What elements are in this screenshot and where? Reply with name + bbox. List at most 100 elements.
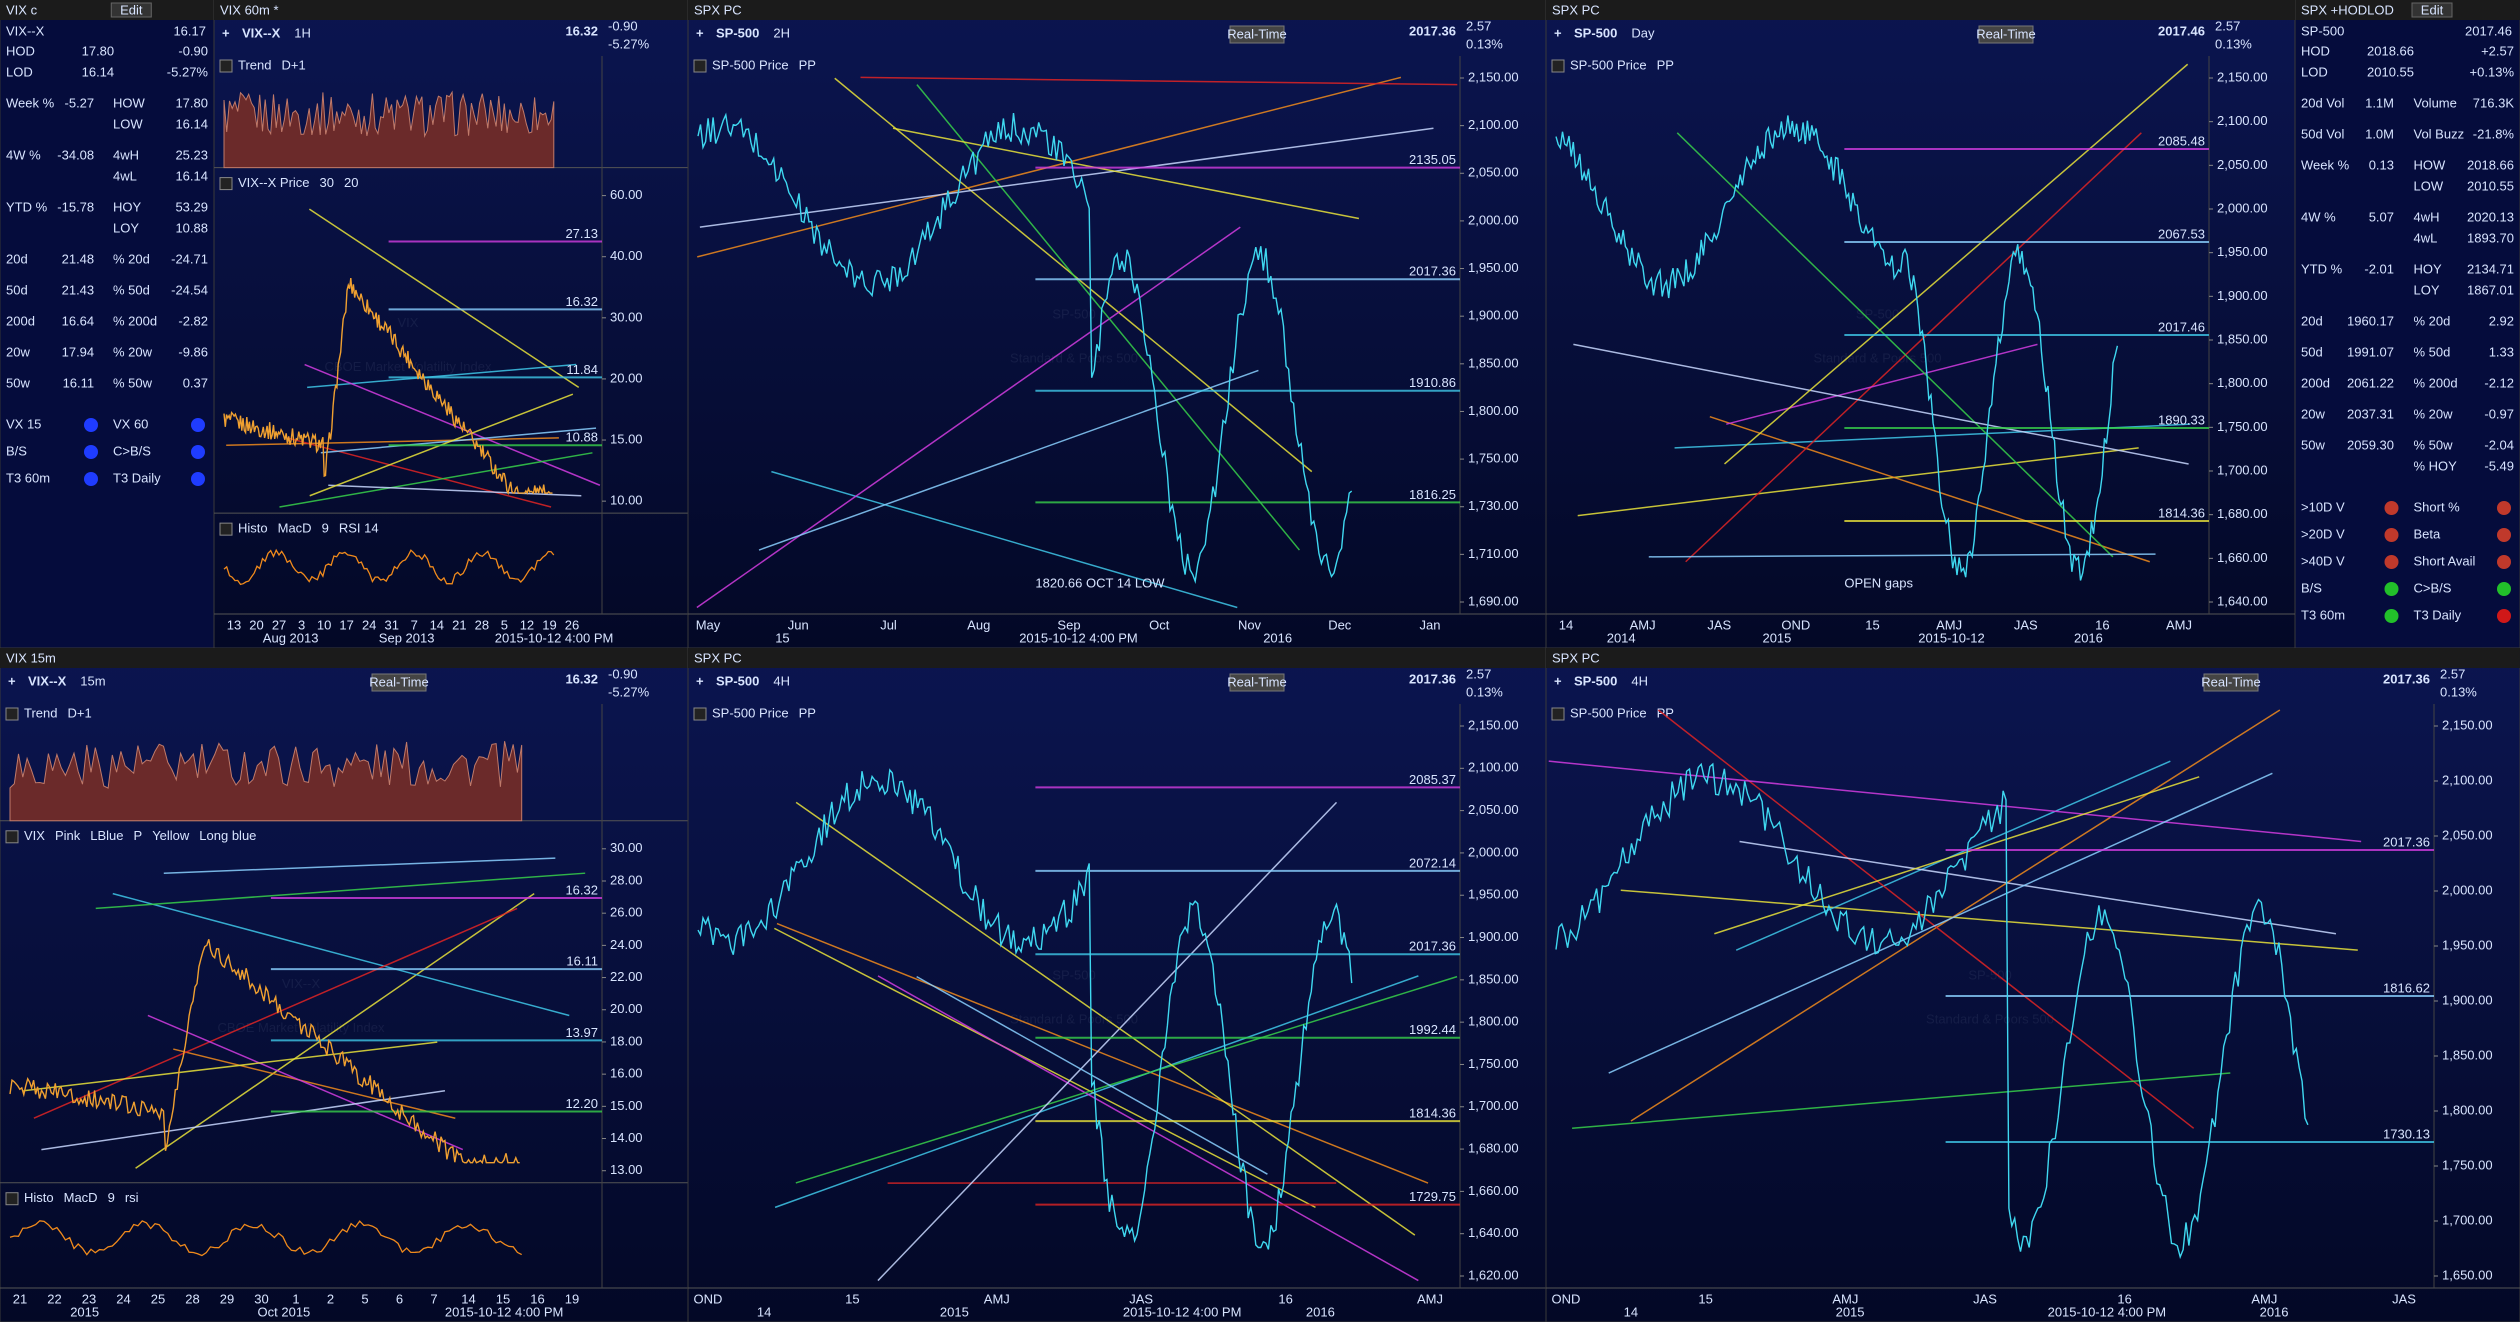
indicator-label: >10D V: [2301, 499, 2345, 514]
pane-button[interactable]: [219, 177, 233, 191]
row-value: 2059.30: [2347, 437, 2394, 452]
price-axis-label: 1,900.00: [1468, 308, 1519, 323]
time-axis-label: JAS: [1129, 1291, 1153, 1306]
interval[interactable]: 2H: [773, 25, 790, 40]
interval[interactable]: 15m: [80, 673, 105, 688]
price: 2017.36: [1409, 671, 1456, 686]
row-value: -2.82: [178, 313, 208, 328]
pane-button[interactable]: [5, 830, 19, 844]
time-axis-note: Sep 2013: [379, 630, 435, 645]
price-trace: [1555, 115, 2119, 581]
price-axis-label: 2,100.00: [2217, 113, 2268, 128]
symbol: VIX--X: [28, 673, 67, 688]
edit-label[interactable]: Edit: [2421, 2, 2444, 17]
time-axis-label: 21: [452, 617, 466, 632]
study-label: rsi: [125, 1190, 139, 1205]
time-axis-label: 13: [227, 617, 241, 632]
edit-label[interactable]: Edit: [120, 2, 143, 17]
price: 16.32: [565, 671, 598, 686]
level-label: 1730.13: [2383, 1126, 2430, 1141]
row-label: HOY: [113, 199, 142, 214]
interval[interactable]: 4H: [773, 673, 790, 688]
row-label: 50d: [6, 282, 28, 297]
study-label: 30: [320, 175, 334, 190]
study-label: D+1: [281, 57, 305, 72]
price-axis-label: 1,850.00: [1468, 971, 1519, 986]
price: 16.32: [565, 23, 598, 38]
time-axis-label: 17: [339, 617, 353, 632]
study-label: P: [134, 828, 143, 843]
row-value: 17.80: [175, 95, 208, 110]
row-label: 20d: [2301, 313, 2323, 328]
realtime-button[interactable]: [1229, 673, 1285, 692]
time-axis-label: 10: [317, 617, 331, 632]
interval[interactable]: 1H: [294, 25, 311, 40]
time-axis-label: 6: [396, 1291, 403, 1306]
study-label: LBlue: [90, 828, 123, 843]
row-label: 50w: [6, 375, 30, 390]
price-axis-label: 1,950.00: [2217, 244, 2268, 259]
window-title: SPX PC: [694, 2, 742, 17]
watchlist: SPX +HODLOD Edit SP-500 2017.46 HOD 2018.66 +2…: [2294, 0, 2520, 649]
annotation: OPEN gaps: [1844, 575, 1913, 590]
change: 2.57: [2215, 18, 2240, 33]
row-value: 16.11: [63, 375, 95, 390]
add-symbol: +: [696, 673, 704, 688]
pane-button[interactable]: [693, 59, 707, 73]
row-label: LOY: [2414, 282, 2440, 297]
trend-line: [173, 1048, 456, 1119]
realtime-label[interactable]: Real-Time: [2201, 674, 2260, 689]
row-value: 1.0M: [2365, 126, 2394, 141]
pane-button[interactable]: [5, 707, 19, 721]
realtime-button[interactable]: [1978, 25, 2034, 44]
price-trace: [1555, 762, 2309, 1260]
price-axis-label: 20.00: [610, 370, 643, 385]
interval[interactable]: Day: [1631, 25, 1655, 40]
time-axis-label: 7: [430, 1291, 437, 1306]
indicator-dot: [2497, 501, 2511, 515]
time-axis-label: 5: [361, 1291, 368, 1306]
trend-line: [877, 975, 1419, 1282]
level-label: 1992.44: [1409, 1022, 1456, 1037]
pane-button[interactable]: [693, 707, 707, 721]
row-value: -15.78: [57, 199, 94, 214]
trend-line: [1709, 415, 2151, 563]
trend-line: [328, 484, 582, 497]
change-pct: 0.13%: [1466, 684, 1503, 699]
price-axis-label: 1,690.00: [1468, 593, 1519, 608]
pane-button[interactable]: [1551, 59, 1565, 73]
row-value: 0.37: [183, 375, 208, 390]
indicator-label: VX 60: [113, 416, 148, 431]
chart-panel: SPX PC + SP-500 4H Real-Time 2017.36 2.57 0.13%…: [1545, 647, 2520, 1322]
oscillator: [9, 1220, 522, 1257]
row-value: 1.33: [2489, 344, 2514, 359]
realtime-label[interactable]: Real-Time: [1227, 26, 1286, 41]
row-value: -5.49: [2484, 458, 2514, 473]
realtime-label[interactable]: Real-Time: [1227, 674, 1286, 689]
price-axis-label: 1,700.00: [1468, 1098, 1519, 1113]
pane-button[interactable]: [5, 1192, 19, 1206]
study-label: MacD: [278, 521, 312, 536]
edit-button[interactable]: [110, 2, 152, 18]
pane-button[interactable]: [219, 59, 233, 73]
row-value: -9.86: [178, 344, 208, 359]
row-value: 2061.22: [2347, 375, 2394, 390]
row-value: 16.14: [175, 116, 208, 131]
pane-button[interactable]: [1551, 707, 1565, 721]
indicator-label: Beta: [2414, 526, 2442, 541]
change-pct: -5.27%: [608, 684, 650, 699]
edit-button[interactable]: [2411, 2, 2453, 18]
time-axis-label: AMJ: [1630, 617, 1656, 632]
realtime-label[interactable]: Real-Time: [369, 674, 428, 689]
pane-button[interactable]: [219, 522, 233, 536]
time-axis-label: 28: [475, 617, 489, 632]
realtime-button[interactable]: [371, 673, 427, 692]
window-title: SPX PC: [1552, 650, 1600, 665]
realtime-button[interactable]: [1229, 25, 1285, 44]
realtime-button[interactable]: [2203, 673, 2259, 692]
interval[interactable]: 4H: [1631, 673, 1648, 688]
time-axis-label: 20: [249, 617, 263, 632]
trend-line: [774, 975, 1419, 1209]
watermark: SP-500: [1968, 967, 2011, 982]
realtime-label[interactable]: Real-Time: [1976, 26, 2035, 41]
